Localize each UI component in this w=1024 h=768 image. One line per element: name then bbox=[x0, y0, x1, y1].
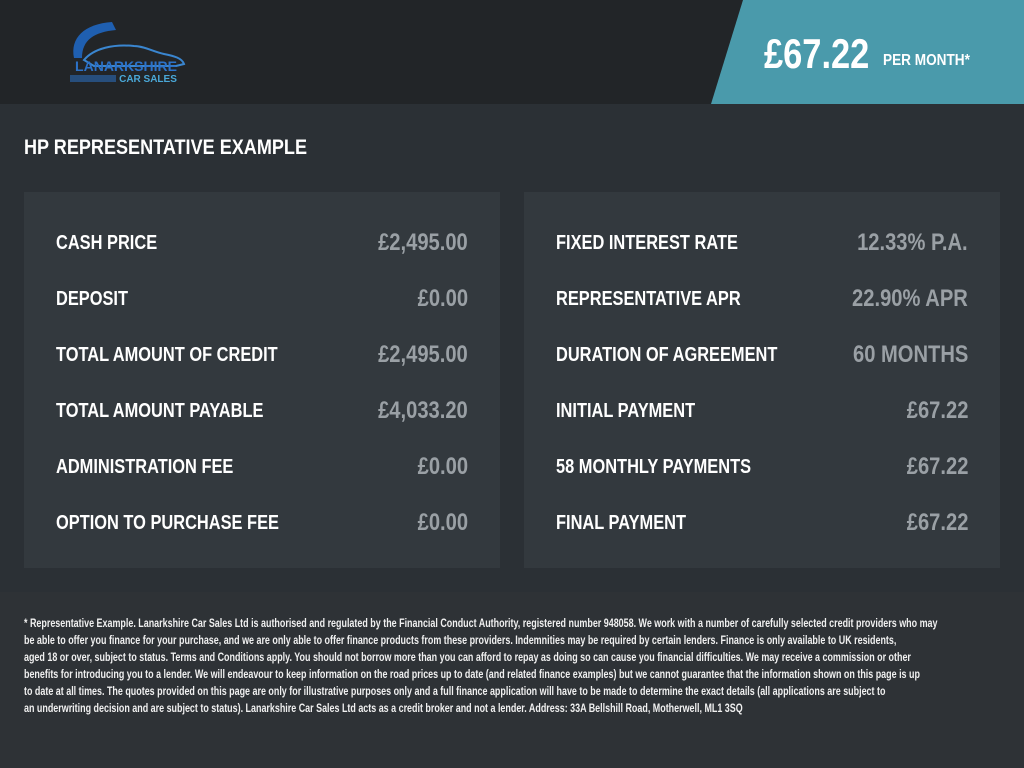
row-label: FINAL PAYMENT bbox=[556, 512, 687, 534]
row-label: REPRESENTATIVE APR bbox=[556, 288, 741, 310]
row-label: OPTION TO PURCHASE FEE bbox=[56, 512, 279, 534]
finance-row: OPTION TO PURCHASE FEE £0.00 bbox=[56, 472, 468, 536]
finance-row: ADMINISTRATION FEE £0.00 bbox=[56, 416, 468, 480]
disclaimer-line: an underwriting decision and are subject… bbox=[24, 701, 743, 715]
row-value: £2,495.00 bbox=[378, 341, 468, 368]
monthly-price-badge bbox=[711, 0, 1024, 104]
disclaimer-footer: * Representative Example. Lanarkshire Ca… bbox=[0, 592, 1024, 768]
row-value: 12.33% P.A. bbox=[857, 229, 968, 256]
row-label: TOTAL AMOUNT PAYABLE bbox=[56, 400, 264, 422]
row-label: FIXED INTEREST RATE bbox=[556, 232, 738, 254]
header-bar: LANARKSHIRE CAR SALES £67.22 PER MONTH* bbox=[0, 0, 1024, 104]
disclaimer-line: to date at all times. The quotes provide… bbox=[24, 684, 886, 698]
finance-row: 58 MONTHLY PAYMENTS £67.22 bbox=[556, 416, 968, 480]
row-label: DURATION OF AGREEMENT bbox=[556, 344, 778, 366]
disclaimer-line: aged 18 or over, subject to status. Term… bbox=[24, 650, 911, 664]
finance-row: REPRESENTATIVE APR 22.90% APR bbox=[556, 248, 968, 312]
row-value: £4,033.20 bbox=[378, 397, 468, 424]
finance-row: FIXED INTEREST RATE 12.33% P.A. bbox=[556, 192, 968, 256]
row-value: £0.00 bbox=[417, 453, 468, 480]
finance-row: TOTAL AMOUNT PAYABLE £4,033.20 bbox=[56, 360, 468, 424]
svg-text:LANARKSHIRE: LANARKSHIRE bbox=[75, 58, 177, 74]
row-value: £67.22 bbox=[906, 509, 968, 536]
row-value: £0.00 bbox=[417, 509, 468, 536]
row-label: INITIAL PAYMENT bbox=[556, 400, 696, 422]
svg-text:CAR SALES: CAR SALES bbox=[119, 74, 177, 85]
row-label: CASH PRICE bbox=[56, 232, 158, 254]
page-title: HP REPRESENTATIVE EXAMPLE bbox=[24, 136, 307, 159]
per-month-label: PER MONTH* bbox=[883, 52, 970, 69]
finance-row: INITIAL PAYMENT £67.22 bbox=[556, 360, 968, 424]
disclaimer-line: * Representative Example. Lanarkshire Ca… bbox=[24, 616, 938, 630]
company-logo: LANARKSHIRE CAR SALES bbox=[70, 22, 186, 85]
finance-row: TOTAL AMOUNT OF CREDIT £2,495.00 bbox=[56, 304, 468, 368]
row-label: ADMINISTRATION FEE bbox=[56, 456, 234, 478]
finance-row: DURATION OF AGREEMENT 60 MONTHS bbox=[556, 304, 968, 368]
row-value: 22.90% APR bbox=[852, 285, 968, 312]
disclaimer-line: benefits for introducing you to a lender… bbox=[24, 667, 920, 681]
monthly-price: £67.22 bbox=[764, 30, 870, 77]
row-value: £0.00 bbox=[417, 285, 468, 312]
finance-row: DEPOSIT £0.00 bbox=[56, 248, 468, 312]
row-label: DEPOSIT bbox=[56, 288, 128, 310]
finance-row: CASH PRICE £2,495.00 bbox=[56, 192, 468, 256]
row-value: 60 MONTHS bbox=[852, 341, 968, 368]
row-value: £2,495.00 bbox=[378, 229, 468, 256]
row-label: TOTAL AMOUNT OF CREDIT bbox=[56, 344, 278, 366]
row-value: £67.22 bbox=[906, 397, 968, 424]
row-value: £67.22 bbox=[906, 453, 968, 480]
finance-row: FINAL PAYMENT £67.22 bbox=[556, 472, 968, 536]
finance-panel-right: FIXED INTEREST RATE 12.33% P.A. REPRESENT… bbox=[524, 192, 1000, 568]
disclaimer-line: be able to offer you finance for your pu… bbox=[24, 633, 897, 647]
row-label: 58 MONTHLY PAYMENTS bbox=[556, 456, 752, 478]
finance-panel-left: CASH PRICE £2,495.00 DEPOSIT £0.00 TOTAL A… bbox=[24, 192, 500, 568]
